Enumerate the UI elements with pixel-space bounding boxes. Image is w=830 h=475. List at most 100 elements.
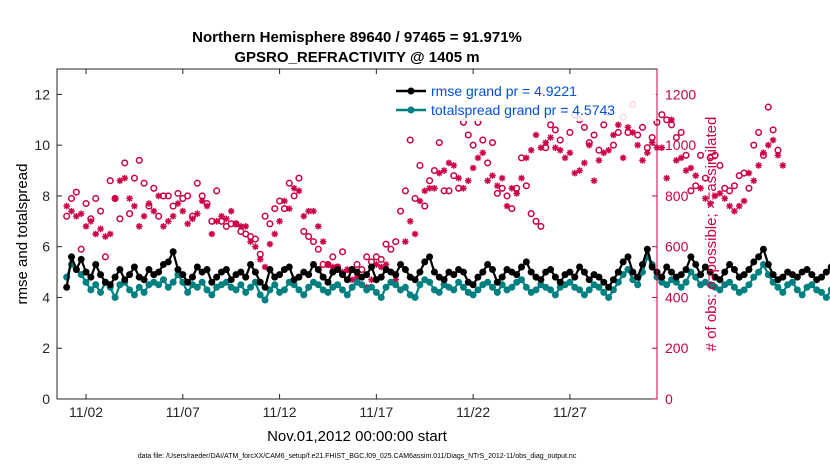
totalspread-point — [416, 281, 424, 289]
totalspread-point — [740, 286, 748, 294]
obs-assimilated-point — [721, 195, 729, 202]
rmse-point — [155, 268, 163, 276]
obs-assimilated-point — [464, 177, 472, 184]
totalspread-point — [532, 286, 540, 294]
obs-assimilated-point — [247, 238, 254, 245]
obs-assimilated-point — [561, 154, 569, 162]
obs-assimilated-point — [634, 141, 641, 149]
obs-assimilated-point — [600, 149, 608, 157]
y-right-tick-label: 400 — [665, 289, 689, 305]
y-left-tick-label: 6 — [42, 239, 50, 255]
rmse-point — [87, 273, 95, 281]
rmse-point — [518, 263, 526, 271]
obs-assimilated-point — [518, 174, 525, 182]
obs-possible-point — [329, 253, 337, 261]
obs-assimilated-point — [82, 223, 90, 230]
totalspread-point — [92, 281, 100, 289]
obs-assimilated-point — [590, 177, 598, 184]
obs-assimilated-point — [290, 185, 298, 192]
rmse-point — [643, 245, 651, 253]
obs-assimilated-point — [218, 212, 225, 220]
totalspread-point — [798, 291, 806, 299]
x-axis-label: Nov.01,2012 00:00:00 start — [267, 428, 448, 445]
rmse-point — [411, 276, 419, 284]
totalspread-point — [193, 283, 201, 291]
totalspread-point — [793, 286, 801, 294]
totalspread-point — [256, 291, 264, 299]
obs-possible-point — [716, 161, 724, 170]
rmse-point — [111, 273, 119, 281]
obs-assimilated-point — [164, 218, 172, 225]
rmse-point — [701, 263, 709, 271]
rmse-point — [247, 260, 255, 268]
obs-assimilated-point — [494, 182, 501, 190]
obs-assimilated-point — [266, 240, 274, 248]
obs-assimilated-point — [319, 238, 327, 245]
obs-possible-point — [126, 210, 134, 218]
obs-assimilated-point — [310, 207, 317, 215]
rmse-point — [242, 273, 250, 281]
rmse-point — [251, 268, 259, 276]
obs-possible-point — [435, 139, 443, 147]
obs-possible-point — [469, 141, 477, 149]
rmse-point — [745, 266, 753, 274]
totalspread-point — [585, 286, 593, 294]
rmse-point — [314, 266, 322, 274]
rmse-point — [740, 271, 748, 279]
obs-assimilated-point — [373, 261, 380, 268]
obs-assimilated-point — [706, 200, 714, 207]
obs-possible-point — [426, 177, 434, 185]
totalspread-point — [411, 293, 419, 301]
obs-assimilated-point — [232, 220, 240, 228]
obs-possible-point — [193, 179, 201, 187]
obs-possible-point — [755, 128, 763, 137]
obs-assimilated-point — [769, 136, 777, 144]
chart-title-line1: Northern Hemisphere 89640 / 97465 = 91.9… — [192, 29, 522, 46]
totalspread-point — [750, 273, 758, 281]
obs-assimilated-point — [63, 202, 70, 210]
legend-swatch-marker — [407, 87, 415, 95]
obs-assimilated-point — [435, 169, 443, 177]
y-right-tick-label: 600 — [665, 239, 689, 255]
rmse-point — [488, 266, 496, 274]
rmse-point — [822, 268, 830, 276]
obs-assimilated-point — [498, 174, 506, 182]
rmse-point — [319, 273, 327, 281]
obs-assimilated-point — [605, 146, 612, 154]
y-left-tick-label: 4 — [42, 289, 50, 305]
obs-assimilated-point — [610, 131, 617, 139]
totalspread-point — [203, 286, 211, 294]
totalspread-point — [484, 278, 492, 286]
obs-assimilated-point — [121, 174, 129, 182]
obs-assimilated-point — [702, 195, 709, 202]
obs-assimilated-point — [779, 162, 787, 169]
totalspread-point — [82, 278, 90, 286]
obs-possible-point — [140, 179, 148, 187]
obs-possible-point — [677, 128, 685, 137]
rmse-point — [208, 278, 216, 286]
rmse-point — [658, 273, 666, 281]
obs-assimilated-point — [305, 207, 312, 215]
rmse-point — [179, 271, 187, 279]
obs-possible-point — [387, 245, 395, 253]
rmse-point — [63, 283, 71, 291]
obs-possible-point — [290, 192, 298, 200]
obs-possible-point — [377, 255, 385, 263]
obs-assimilated-point — [648, 139, 656, 146]
obs-assimilated-point — [542, 139, 550, 146]
obs-assimilated-point — [223, 215, 230, 223]
totalspread-point — [300, 291, 308, 299]
obs-assimilated-point — [639, 157, 646, 164]
totalspread-point — [372, 288, 380, 296]
obs-assimilated-point — [73, 212, 80, 220]
obs-assimilated-point — [692, 172, 700, 179]
obs-assimilated-point — [140, 212, 148, 220]
obs-assimilated-point — [677, 154, 685, 162]
totalspread-point — [198, 278, 206, 286]
totalspread-point — [232, 286, 240, 294]
rmse-point — [92, 260, 100, 268]
obs-assimilated-point — [213, 218, 220, 225]
obs-assimilated-point — [624, 124, 632, 131]
totalspread-point — [164, 283, 172, 291]
totalspread-point — [808, 281, 816, 289]
